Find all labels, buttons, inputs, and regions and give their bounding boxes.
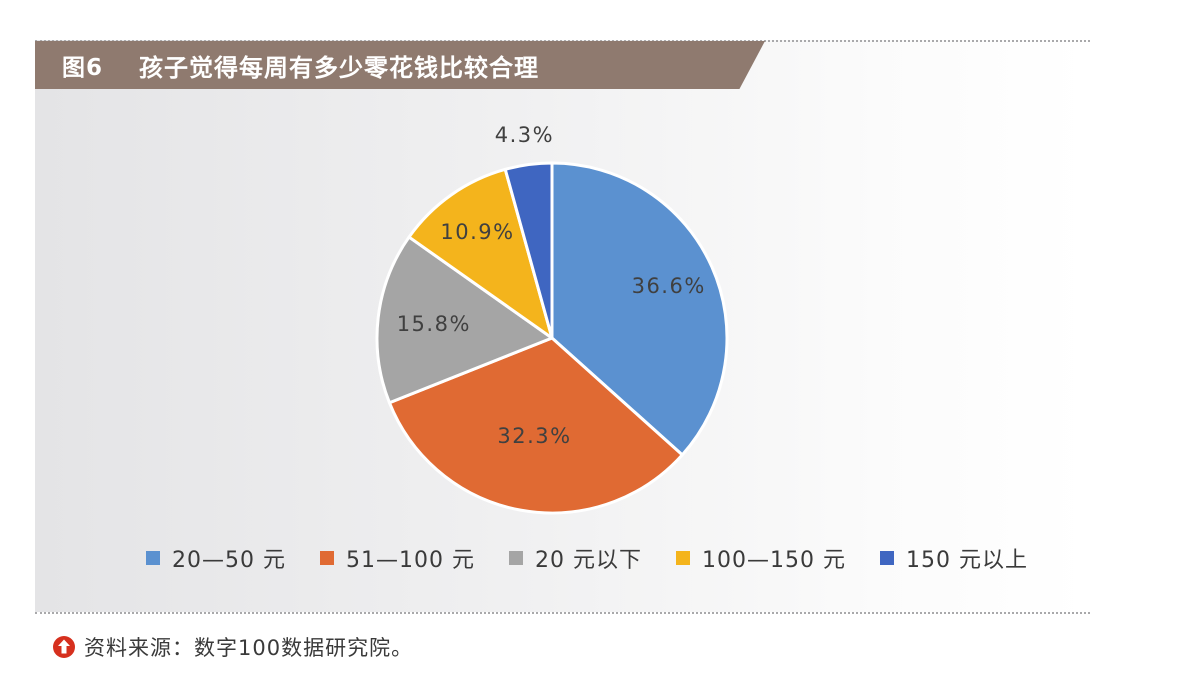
legend-item: 150 元以上: [879, 542, 1028, 574]
up-arrow-circle-icon: [53, 636, 75, 658]
legend-label: 20—50 元: [172, 548, 286, 573]
pie-slice-20: [375, 235, 554, 405]
pie-slices: [375, 161, 729, 515]
legend-swatch: [879, 551, 894, 565]
legend-swatch: [508, 551, 523, 565]
pie-data-label: 10.9%: [440, 220, 514, 244]
legend-item: 20—50 元: [146, 542, 286, 574]
legend-item: 100—150 元: [675, 542, 846, 574]
pie-data-label: 36.6%: [632, 274, 706, 298]
bottom-divider: [35, 612, 1090, 614]
figure-title: 孩子觉得每周有多少零花钱比较合理: [139, 53, 540, 82]
source-note: 资料来源：数字100数据研究院。: [52, 632, 413, 662]
source-text: 资料来源：数字100数据研究院。: [84, 636, 414, 660]
pie-slice-150: [503, 161, 554, 340]
legend-label: 20 元以下: [534, 548, 642, 573]
legend-swatch: [675, 551, 690, 565]
pie-data-label: 32.3%: [497, 424, 571, 448]
pie-data-label: 4.3%: [495, 123, 554, 147]
pie-slice-51-100: [387, 336, 684, 515]
pie-slice-20-50: [550, 161, 729, 457]
legend-label: 100—150 元: [701, 548, 846, 573]
pie-labels: 36.6% 32.3% 15.8% 10.9% 4.3%: [397, 123, 706, 448]
legend-item: 51—100 元: [319, 542, 475, 574]
figure-title-bar: 图6 孩子觉得每周有多少零花钱比较合理: [35, 41, 765, 89]
legend-swatch: [146, 551, 160, 565]
legend-item: 20 元以下: [508, 542, 642, 574]
figure-number: 图6: [62, 55, 104, 81]
legend-swatch: [319, 551, 334, 565]
legend-label: 51—100 元: [345, 548, 475, 573]
chart-legend: 20—50 元 51—100 元 20 元以下 100—150 元 150 元以上: [146, 542, 1062, 574]
pie-data-label: 15.8%: [397, 312, 471, 336]
legend-label: 150 元以上: [905, 548, 1028, 573]
